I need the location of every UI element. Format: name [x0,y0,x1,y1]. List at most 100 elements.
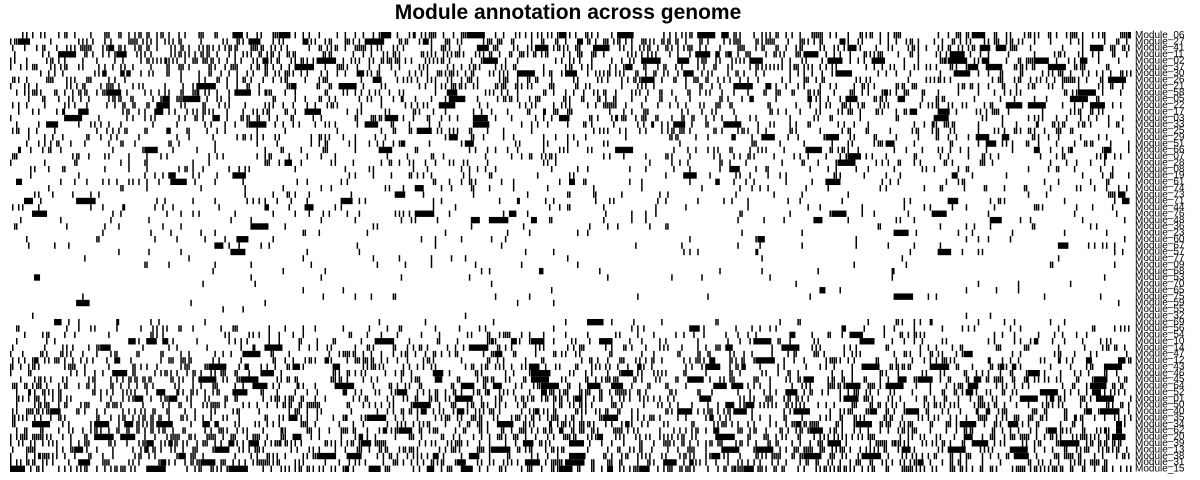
heatmap-cell [256,32,258,39]
heatmap-cell [84,401,86,409]
heatmap-cell [607,102,609,109]
heatmap-cell [286,51,288,58]
heatmap-cell [288,153,290,160]
heatmap-cell [246,121,248,128]
heatmap-cell [1019,216,1022,224]
heatmap-cell [867,127,870,135]
heatmap-cell [1055,114,1058,122]
heatmap-cell [534,102,537,109]
heatmap-cell [597,357,599,364]
heatmap-cell [64,363,66,370]
heatmap-cell [158,318,160,326]
heatmap-cell [460,382,475,390]
heatmap-cell [498,389,501,396]
heatmap-cell [448,369,451,377]
heatmap-cell [631,108,633,115]
heatmap-cell [785,32,787,39]
heatmap-cell [80,95,82,103]
heatmap-cell [234,210,236,217]
heatmap-cell [593,191,595,198]
heatmap-cell [835,83,837,90]
heatmap-cell [410,57,413,64]
heatmap-cell [781,76,783,84]
heatmap-cell [595,363,597,370]
heatmap-cell [833,44,835,52]
heatmap-cell [314,395,317,402]
heatmap-cell [1073,414,1077,421]
heatmap-cell [130,38,132,45]
heatmap-cell [542,357,545,364]
heatmap-cell [831,382,833,390]
heatmap-cell [124,63,126,71]
heatmap-cell [723,76,725,84]
heatmap-cell [1033,83,1036,90]
heatmap-cell [1099,165,1102,173]
heatmap-cell [805,146,822,154]
heatmap-cell [1113,197,1116,205]
heatmap-cell [865,63,868,71]
heatmap-cell [1081,420,1084,428]
heatmap-cell [761,134,775,141]
heatmap-cell [542,134,545,141]
heatmap-cell [951,121,954,128]
heatmap-cell [338,369,341,377]
heatmap-cell [625,420,630,428]
heatmap-cell [506,70,509,77]
heatmap-cell [1039,414,1042,421]
heatmap-cell [214,229,216,237]
heatmap-cell [1033,51,1036,58]
heatmap-cell [16,121,18,128]
heatmap-cell [504,236,507,243]
heatmap-cell [38,363,40,370]
heatmap-cell [607,408,609,415]
heatmap-cell [372,172,375,179]
heatmap-cell [506,229,509,237]
heatmap-cell [102,70,107,77]
heatmap-cell [839,395,841,402]
heatmap-cell [599,127,601,135]
heatmap-cell [210,408,212,415]
heatmap-cell [272,51,274,58]
heatmap-cell [903,83,906,90]
heatmap-cell [1019,363,1022,370]
heatmap-cell [50,408,61,415]
heatmap-cell [1101,70,1104,77]
heatmap-cell [70,395,72,402]
heatmap-cell [803,63,805,71]
heatmap-cell [380,401,383,409]
heatmap-cell [86,44,88,52]
heatmap-cell [697,248,699,256]
heatmap-cell [1031,414,1034,421]
heatmap-cell [685,204,687,211]
heatmap-cell [494,146,497,154]
heatmap-cell [1031,223,1034,230]
heatmap-cell [937,102,940,109]
heatmap-cell [577,261,579,268]
heatmap-cell [715,51,720,58]
heatmap-cell [92,357,94,364]
heatmap-cell [1043,357,1046,364]
heatmap-cell [583,89,585,96]
heatmap-cell [751,350,753,358]
heatmap-cell [941,325,944,332]
heatmap-cell [222,350,224,358]
heatmap-cell [947,134,950,141]
heatmap-cell [1001,114,1004,122]
heatmap-cell [324,140,327,147]
heatmap-cell [50,140,52,147]
heatmap-cell [873,382,876,390]
heatmap-cell [1127,401,1130,409]
heatmap-cell [314,420,317,428]
heatmap-cell [32,312,34,319]
heatmap-cell [783,414,785,421]
heatmap-cell [581,95,583,103]
heatmap-cell [833,89,835,96]
heatmap-cell [200,369,202,377]
heatmap-cell [893,63,896,71]
heatmap-cell [831,70,833,77]
heatmap-cell [502,389,505,396]
heatmap-cell [198,70,200,77]
heatmap-cell [873,83,876,90]
heatmap-cell [615,95,617,103]
heatmap-cell [372,223,375,230]
